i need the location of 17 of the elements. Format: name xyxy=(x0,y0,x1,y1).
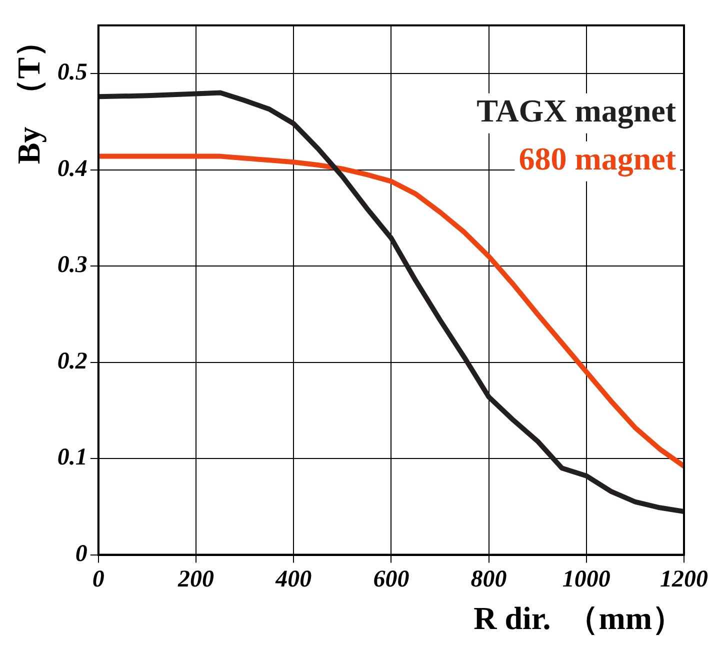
x-tick-label: 800 xyxy=(470,566,507,592)
x-tick-label: 400 xyxy=(274,566,312,592)
y-tick-label: 0.4 xyxy=(57,156,88,182)
y-axis-title: By （T） xyxy=(10,25,46,164)
y-tick-label: 0.1 xyxy=(57,444,88,471)
text: TAGX magnet xyxy=(476,92,676,130)
y-tick-label: 0.3 xyxy=(57,252,88,278)
text: 680 magnet xyxy=(518,140,676,178)
y-tick-label: 0 xyxy=(75,541,88,568)
x-tick-label: 0 xyxy=(92,566,104,592)
y-tick-label: 0.5 xyxy=(57,60,88,86)
x-tick-label: 1200 xyxy=(660,566,708,592)
x-tick-label: 200 xyxy=(177,566,214,592)
x-tick-label: 1000 xyxy=(562,566,610,592)
x-axis-title: R dir. （mm） xyxy=(474,600,684,636)
x-tick-label: 600 xyxy=(373,566,410,592)
y-tick-label: 0.2 xyxy=(57,348,88,374)
